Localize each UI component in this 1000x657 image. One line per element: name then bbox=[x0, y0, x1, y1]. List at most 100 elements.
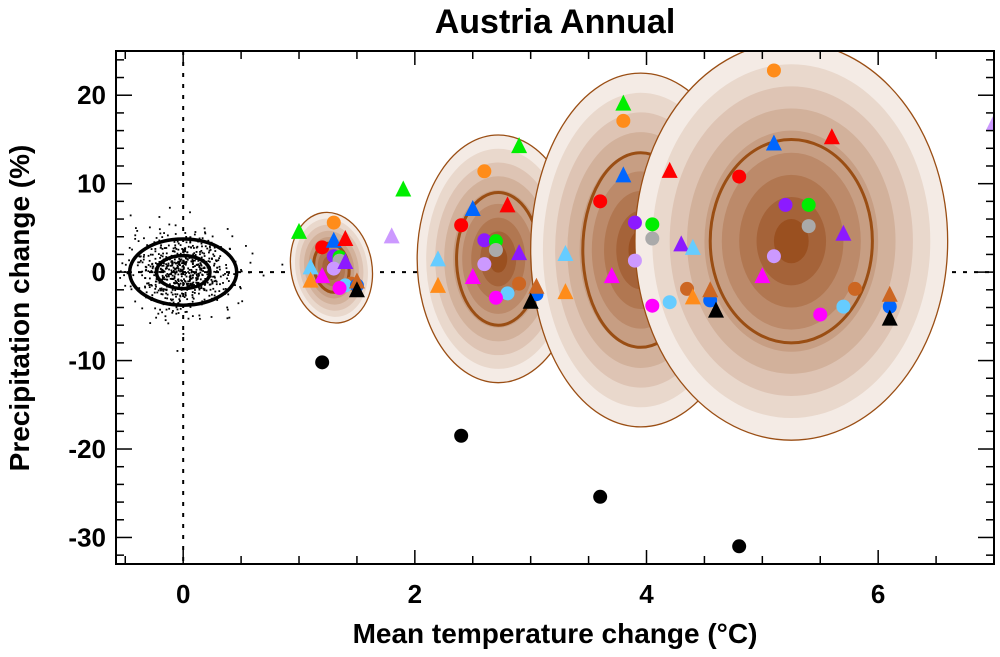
variability-dot bbox=[200, 242, 203, 245]
variability-dot bbox=[141, 261, 144, 264]
variability-dot bbox=[211, 257, 213, 260]
variability-dot bbox=[200, 264, 203, 267]
variability-dot bbox=[226, 277, 228, 280]
x-tick-labels: 0 2 4 6 bbox=[176, 579, 885, 609]
variability-dot bbox=[161, 255, 164, 258]
variability-dot bbox=[154, 262, 157, 265]
variability-dot bbox=[161, 236, 164, 239]
variability-dot bbox=[193, 284, 195, 286]
variability-dot bbox=[203, 255, 206, 257]
variability-dot bbox=[199, 268, 202, 271]
variability-dot bbox=[170, 291, 173, 294]
series-black-circle bbox=[315, 355, 747, 554]
variability-dot bbox=[194, 231, 197, 233]
variability-dot bbox=[174, 246, 177, 249]
data-point bbox=[882, 299, 897, 314]
variability-dot bbox=[175, 262, 177, 265]
data-point bbox=[522, 292, 539, 309]
variability-dot bbox=[170, 299, 173, 302]
data-point bbox=[732, 169, 747, 184]
variability-dot bbox=[160, 254, 162, 257]
variability-dot bbox=[171, 250, 174, 253]
variability-dot bbox=[190, 270, 193, 273]
variability-dot bbox=[189, 241, 192, 244]
variability-dot bbox=[151, 253, 154, 256]
variability-dot bbox=[154, 287, 157, 290]
variability-dot bbox=[156, 263, 159, 266]
variability-dot bbox=[184, 273, 187, 276]
variability-dot bbox=[162, 264, 165, 267]
variability-dot bbox=[187, 245, 190, 248]
data-point bbox=[848, 281, 863, 296]
x-axis-label: Mean temperature change (°C) bbox=[353, 618, 758, 649]
variability-dot bbox=[216, 270, 218, 273]
variability-dot bbox=[219, 255, 222, 258]
variability-dot bbox=[172, 269, 175, 272]
variability-dot bbox=[209, 288, 212, 291]
variability-dot bbox=[226, 317, 229, 320]
variability-dot bbox=[192, 244, 194, 247]
variability-dot bbox=[213, 246, 216, 249]
variability-dot bbox=[191, 258, 194, 261]
data-point bbox=[627, 215, 642, 230]
variability-dot bbox=[151, 263, 154, 266]
data-point bbox=[430, 276, 447, 293]
variability-dot bbox=[189, 284, 192, 287]
y-tick-label: -30 bbox=[68, 522, 106, 552]
variability-dot bbox=[155, 278, 158, 280]
variability-dot bbox=[170, 264, 172, 267]
variability-dot bbox=[213, 262, 216, 265]
variability-dot bbox=[183, 271, 186, 273]
data-point bbox=[511, 244, 528, 261]
variability-dot bbox=[157, 289, 160, 292]
variability-dot bbox=[151, 284, 153, 287]
variability-dot bbox=[172, 310, 174, 312]
variability-dot bbox=[149, 253, 152, 256]
series-magenta-triangle bbox=[314, 267, 771, 285]
data-point bbox=[337, 230, 354, 247]
data-point bbox=[645, 231, 660, 246]
variability-dot bbox=[197, 286, 200, 289]
variability-dot bbox=[193, 247, 195, 249]
variability-dot bbox=[184, 257, 187, 260]
variability-dot bbox=[189, 306, 192, 308]
variability-dot bbox=[177, 283, 180, 286]
variability-dot bbox=[160, 270, 163, 273]
variability-dot bbox=[187, 317, 190, 320]
variability-dot bbox=[167, 322, 170, 325]
variability-dot bbox=[208, 251, 210, 254]
variability-dot bbox=[183, 266, 185, 269]
variability-dot bbox=[168, 206, 171, 209]
variability-dot bbox=[148, 286, 151, 289]
variability-dot bbox=[183, 262, 186, 265]
variability-dot bbox=[175, 295, 177, 298]
variability-dot bbox=[134, 237, 137, 240]
variability-dot bbox=[152, 265, 155, 268]
variability-dot bbox=[177, 248, 180, 251]
data-point bbox=[645, 217, 660, 232]
variability-dot bbox=[197, 259, 200, 262]
variability-dot bbox=[190, 271, 193, 274]
variability-dot bbox=[163, 276, 165, 279]
variability-dot bbox=[172, 247, 175, 250]
variability-dot bbox=[262, 274, 265, 277]
variability-dot bbox=[178, 262, 181, 264]
variability-dot bbox=[163, 232, 165, 234]
variability-dot bbox=[159, 268, 162, 270]
variability-dot bbox=[166, 273, 169, 275]
variability-dot bbox=[172, 250, 175, 253]
variability-dot bbox=[185, 275, 188, 278]
variability-dot bbox=[175, 281, 178, 283]
data-point bbox=[645, 298, 660, 313]
variability-dot bbox=[179, 295, 182, 298]
variability-dot bbox=[154, 248, 157, 250]
variability-dot bbox=[216, 266, 219, 269]
variability-dot bbox=[174, 293, 177, 296]
variability-dot bbox=[137, 261, 140, 264]
variability-dot bbox=[184, 248, 187, 251]
variability-dot bbox=[184, 261, 187, 264]
variability-dot bbox=[225, 267, 228, 270]
variability-dot bbox=[166, 264, 169, 267]
variability-dot bbox=[195, 251, 198, 253]
variability-dot bbox=[143, 254, 145, 256]
